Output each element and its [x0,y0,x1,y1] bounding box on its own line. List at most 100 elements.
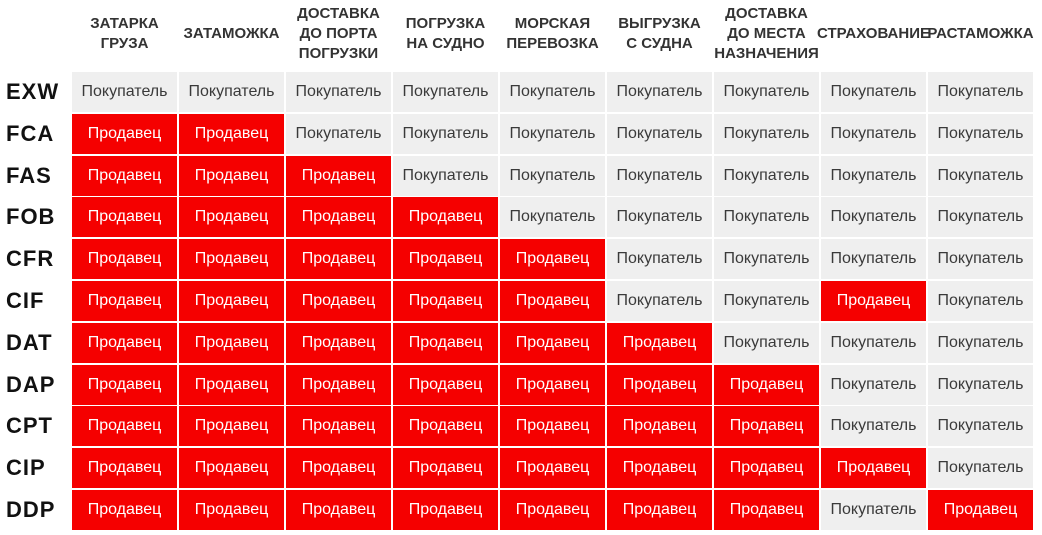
buyer-cell: Покупатель [500,156,605,196]
seller-cell: Продавец [607,490,712,530]
buyer-cell: Покупатель [286,114,391,154]
seller-cell: Продавец [500,365,605,405]
seller-cell: Продавец [928,490,1033,530]
incoterm-label: CPT [6,413,53,438]
column-header: ВЫГРУЗКА С СУДНА [618,15,701,52]
incoterm-label: EXW [6,79,60,104]
seller-cell: Продавец [500,406,605,446]
incoterm-label: CIP [6,455,46,480]
buyer-cell: Покупатель [714,197,819,237]
seller-cell: Продавец [72,239,177,279]
buyer-cell: Покупатель [714,114,819,154]
incoterm-label: FAS [6,163,52,188]
seller-cell: Продавец [179,114,284,154]
buyer-cell: Покупатель [928,114,1033,154]
seller-cell: Продавец [393,406,498,446]
seller-cell: Продавец [286,365,391,405]
seller-cell: Продавец [286,156,391,196]
buyer-cell: Покупатель [607,72,712,112]
seller-cell: Продавец [500,281,605,321]
seller-cell: Продавец [714,448,819,488]
seller-cell: Продавец [821,448,926,488]
buyer-cell: Покупатель [714,281,819,321]
seller-cell: Продавец [179,281,284,321]
seller-cell: Продавец [607,448,712,488]
incoterm-label: DDP [6,497,56,522]
seller-cell: Продавец [72,448,177,488]
seller-cell: Продавец [500,490,605,530]
column-header: МОРСКАЯ ПЕРЕВОЗКА [506,15,599,52]
seller-cell: Продавец [393,490,498,530]
seller-cell: Продавец [179,406,284,446]
buyer-cell: Покупатель [928,406,1033,446]
buyer-cell: Покупатель [821,406,926,446]
column-header: ПОГРУЗКА НА СУДНО [405,15,486,52]
buyer-cell: Покупатель [286,72,391,112]
buyer-cell: Покупатель [928,448,1033,488]
seller-cell: Продавец [714,406,819,446]
buyer-cell: Покупатель [607,156,712,196]
seller-cell: Продавец [286,323,391,363]
seller-cell: Продавец [72,114,177,154]
seller-cell: Продавец [179,490,284,530]
seller-cell: Продавец [500,323,605,363]
seller-cell: Продавец [72,406,177,446]
buyer-cell: Покупатель [928,239,1033,279]
seller-cell: Продавец [393,197,498,237]
column-header: ЗАТАРКА ГРУЗА [90,15,159,52]
buyer-cell: Покупатель [500,197,605,237]
buyer-cell: Покупатель [928,323,1033,363]
buyer-cell: Покупатель [393,114,498,154]
buyer-cell: Покупатель [821,365,926,405]
incoterm-label: CIF [6,288,45,313]
buyer-cell: Покупатель [821,156,926,196]
buyer-cell: Покупатель [607,114,712,154]
seller-cell: Продавец [286,239,391,279]
seller-cell: Продавец [72,365,177,405]
buyer-cell: Покупатель [500,114,605,154]
seller-cell: Продавец [607,406,712,446]
buyer-cell: Покупатель [393,72,498,112]
buyer-cell: Покупатель [928,281,1033,321]
seller-cell: Продавец [286,281,391,321]
seller-cell: Продавец [72,281,177,321]
incoterm-label: DAT [6,330,53,355]
seller-cell: Продавец [179,197,284,237]
buyer-cell: Покупатель [714,323,819,363]
seller-cell: Продавец [286,197,391,237]
seller-cell: Продавец [179,239,284,279]
buyer-cell: Покупатель [928,365,1033,405]
buyer-cell: Покупатель [821,197,926,237]
buyer-cell: Покупатель [179,72,284,112]
seller-cell: Продавец [286,490,391,530]
buyer-cell: Покупатель [607,239,712,279]
seller-cell: Продавец [500,239,605,279]
seller-cell: Продавец [393,448,498,488]
seller-cell: Продавец [72,197,177,237]
seller-cell: Продавец [286,406,391,446]
buyer-cell: Покупатель [714,72,819,112]
seller-cell: Продавец [72,490,177,530]
seller-cell: Продавец [179,156,284,196]
buyer-cell: Покупатель [72,72,177,112]
buyer-cell: Покупатель [714,156,819,196]
seller-cell: Продавец [179,365,284,405]
buyer-cell: Покупатель [714,239,819,279]
buyer-cell: Покупатель [393,156,498,196]
buyer-cell: Покупатель [821,114,926,154]
seller-cell: Продавец [179,323,284,363]
incoterm-label: FOB [6,204,56,229]
column-header: ДОСТАВКА ДО МЕСТА НАЗНАЧЕНИЯ [714,5,819,62]
buyer-cell: Покупатель [928,156,1033,196]
buyer-cell: Покупатель [928,72,1033,112]
seller-cell: Продавец [714,490,819,530]
seller-cell: Продавец [72,323,177,363]
seller-cell: Продавец [393,281,498,321]
seller-cell: Продавец [714,365,819,405]
seller-cell: Продавец [500,448,605,488]
column-header: ДОСТАВКА ДО ПОРТА ПОГРУЗКИ [297,5,380,62]
column-header: СТРАХОВАНИЕ [817,25,930,42]
seller-cell: Продавец [393,323,498,363]
buyer-cell: Покупатель [821,323,926,363]
